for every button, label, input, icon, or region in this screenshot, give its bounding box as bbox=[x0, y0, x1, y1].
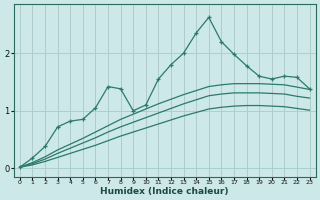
X-axis label: Humidex (Indice chaleur): Humidex (Indice chaleur) bbox=[100, 187, 229, 196]
